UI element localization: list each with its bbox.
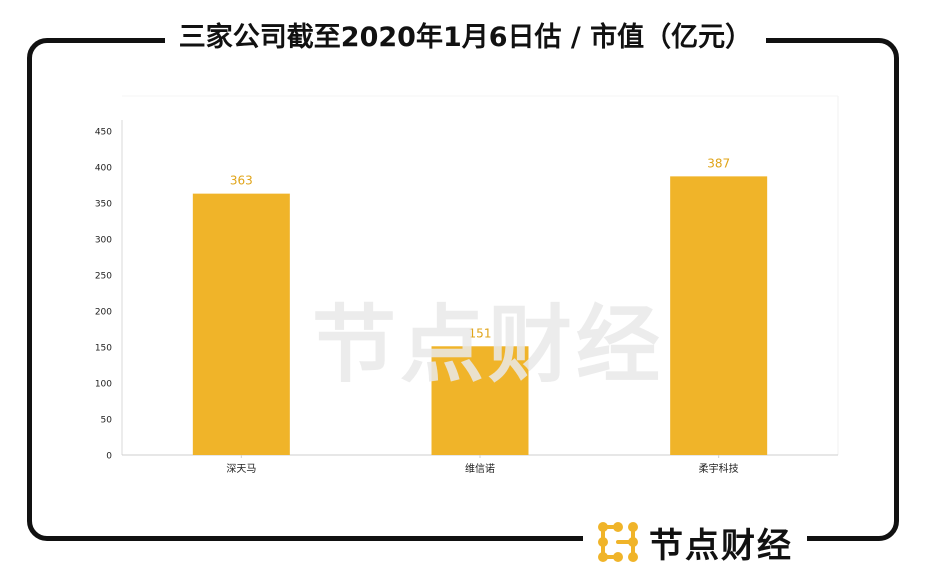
- y-tick-label: 350: [95, 200, 112, 210]
- title-container: 三家公司截至2020年1月6日估 / 市值（亿元）: [0, 10, 931, 66]
- chart-title: 三家公司截至2020年1月6日估 / 市值（亿元）: [164, 10, 767, 66]
- logo-node: [598, 537, 608, 547]
- y-tick-label: 200: [95, 308, 112, 318]
- node-finance-logo-icon: [598, 522, 638, 562]
- bar-3: [670, 176, 768, 456]
- bar-1: [192, 193, 290, 455]
- y-tick-label: 450: [95, 128, 112, 138]
- brand-block: 节点财经: [583, 512, 807, 572]
- logo-node: [613, 552, 623, 562]
- y-tick-label: 100: [95, 380, 112, 390]
- brand-name: 节点财经: [649, 525, 793, 566]
- logo-node: [628, 537, 638, 547]
- logo-node: [598, 522, 608, 532]
- y-tick-label: 150: [95, 344, 112, 354]
- y-tick-label: 0: [106, 452, 112, 462]
- x-tick-label: 维信诺: [465, 462, 495, 475]
- x-tick-label: 深天马: [226, 463, 256, 475]
- logo-node: [628, 522, 638, 532]
- bar-2: [431, 346, 529, 455]
- logo-node: [613, 522, 623, 532]
- logo-node: [628, 552, 638, 562]
- y-tick-label: 50: [101, 416, 113, 426]
- data-label: 387: [707, 156, 730, 170]
- y-tick-label: 400: [95, 164, 112, 174]
- logo-node: [598, 552, 608, 562]
- x-tick-label: 柔宇科技: [699, 462, 739, 475]
- y-tick-label: 250: [95, 272, 112, 282]
- y-tick-label: 300: [95, 236, 112, 246]
- data-label: 151: [469, 326, 492, 340]
- data-label: 363: [230, 174, 253, 188]
